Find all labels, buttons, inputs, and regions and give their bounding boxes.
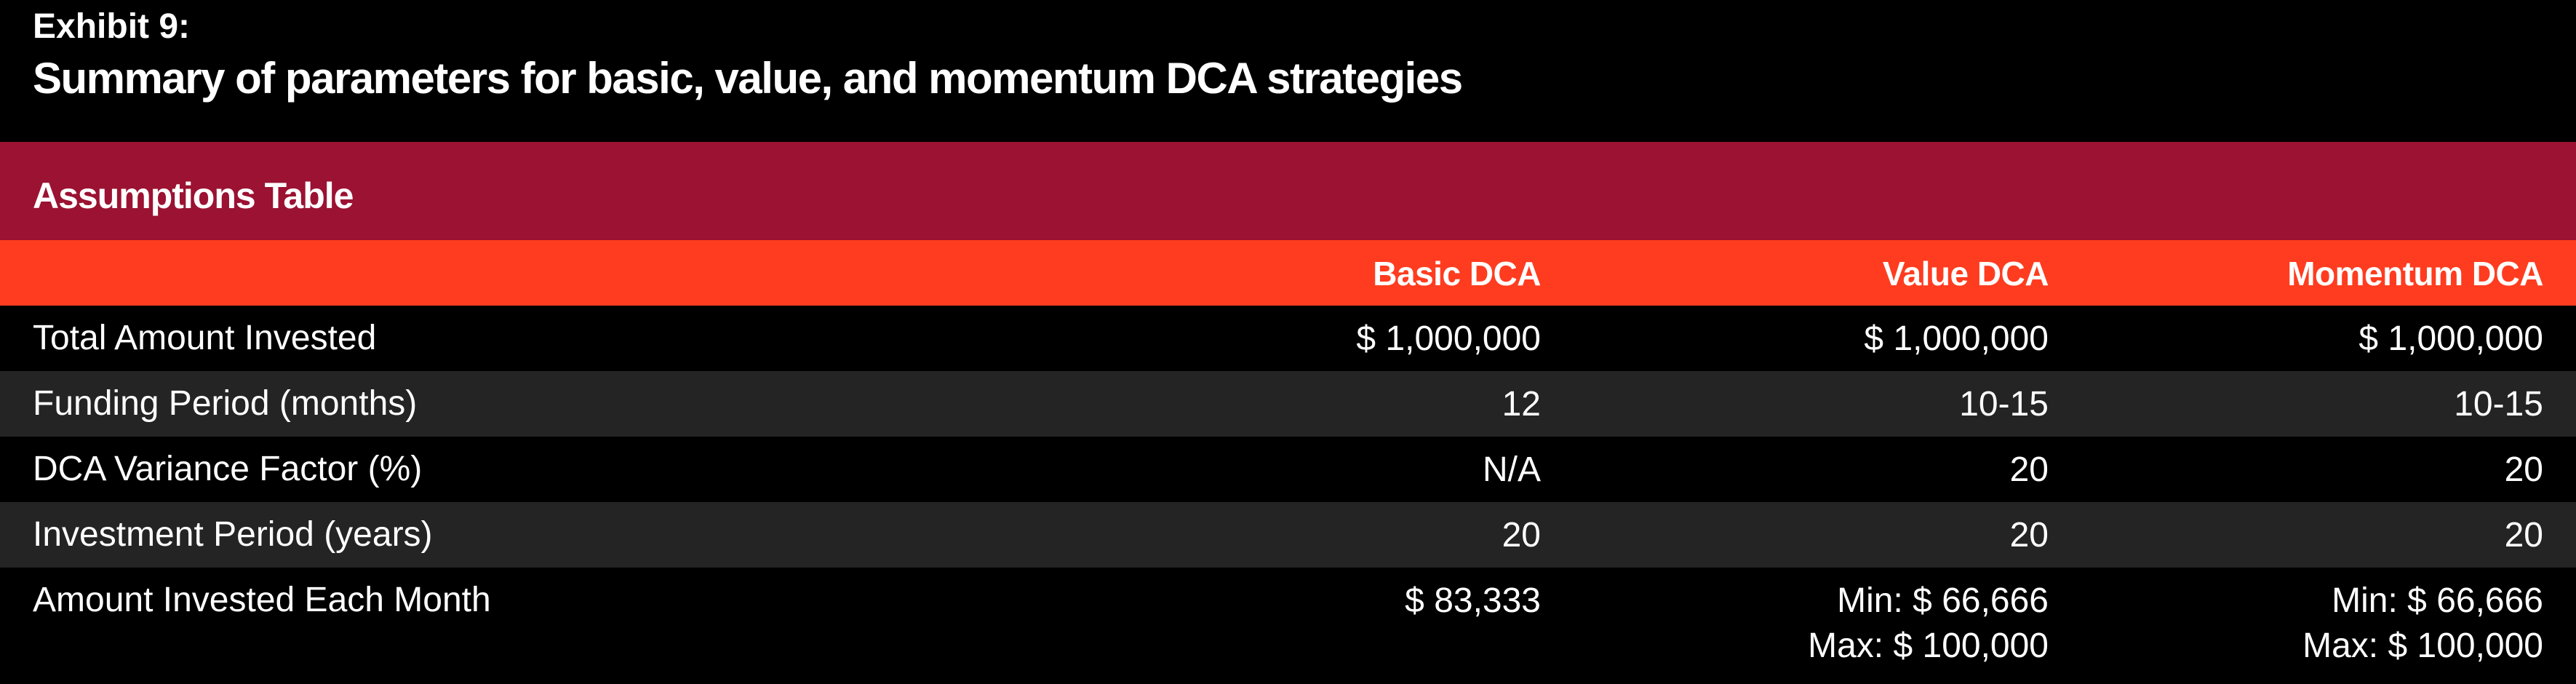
exhibit-header: Exhibit 9: Summary of parameters for bas… (0, 0, 2576, 142)
exhibit-label: Exhibit 9: (33, 7, 191, 46)
cell-basic-dca: $ 1,000,000 (1356, 319, 1541, 358)
table-title: Assumptions Table (33, 175, 354, 216)
cell-basic-dca: 12 (1502, 385, 1541, 423)
cell-value-dca: 20 (2009, 450, 2049, 489)
column-header-basic-dca: Basic DCA (1373, 255, 1541, 293)
cell-value-dca: $ 1,000,000 (1864, 319, 2049, 358)
table-row: Amount Invested Each Month $ 83,333 Min:… (0, 568, 2576, 684)
cell-value-dca: 20 (2009, 516, 2049, 554)
cell-momentum-dca: Min: $ 66,666 Max: $ 100,000 (2302, 578, 2543, 669)
momentum-dca-max: Max: $ 100,000 (2302, 627, 2543, 665)
cell-basic-dca: N/A (1482, 450, 1541, 489)
cell-momentum-dca: 10-15 (2454, 385, 2543, 423)
cell-momentum-dca: $ 1,000,000 (2358, 319, 2543, 358)
cell-basic-dca: 20 (1502, 516, 1541, 554)
row-label: Investment Period (years) (33, 515, 433, 554)
cell-basic-dca: $ 83,333 (1405, 581, 1541, 620)
momentum-dca-min: Min: $ 66,666 (2332, 581, 2543, 620)
cell-value-dca: 10-15 (1959, 385, 2049, 423)
exhibit-title: Summary of parameters for basic, value, … (33, 54, 1463, 103)
row-label: DCA Variance Factor (%) (33, 450, 423, 488)
row-label: Amount Invested Each Month (33, 581, 491, 619)
value-dca-max: Max: $ 100,000 (1808, 627, 2049, 665)
column-header-value-dca: Value DCA (1882, 255, 2049, 293)
column-header-row: Basic DCA Value DCA Momentum DCA (0, 240, 2576, 306)
column-header-momentum-dca: Momentum DCA (2287, 255, 2543, 293)
cell-value-dca: Min: $ 66,666 Max: $ 100,000 (1808, 578, 2049, 669)
table-row: Total Amount Invested $ 1,000,000 $ 1,00… (0, 306, 2576, 371)
cell-momentum-dca: 20 (2504, 516, 2543, 554)
assumptions-table-title-bar: Assumptions Table (0, 142, 2576, 240)
table-row: Funding Period (months) 12 10-15 10-15 (0, 371, 2576, 437)
row-label: Funding Period (months) (33, 384, 418, 423)
row-label: Total Amount Invested (33, 319, 377, 357)
cell-momentum-dca: 20 (2504, 450, 2543, 489)
table-row: Investment Period (years) 20 20 20 (0, 502, 2576, 568)
value-dca-min: Min: $ 66,666 (1837, 581, 2049, 620)
table-row: DCA Variance Factor (%) N/A 20 20 (0, 437, 2576, 502)
